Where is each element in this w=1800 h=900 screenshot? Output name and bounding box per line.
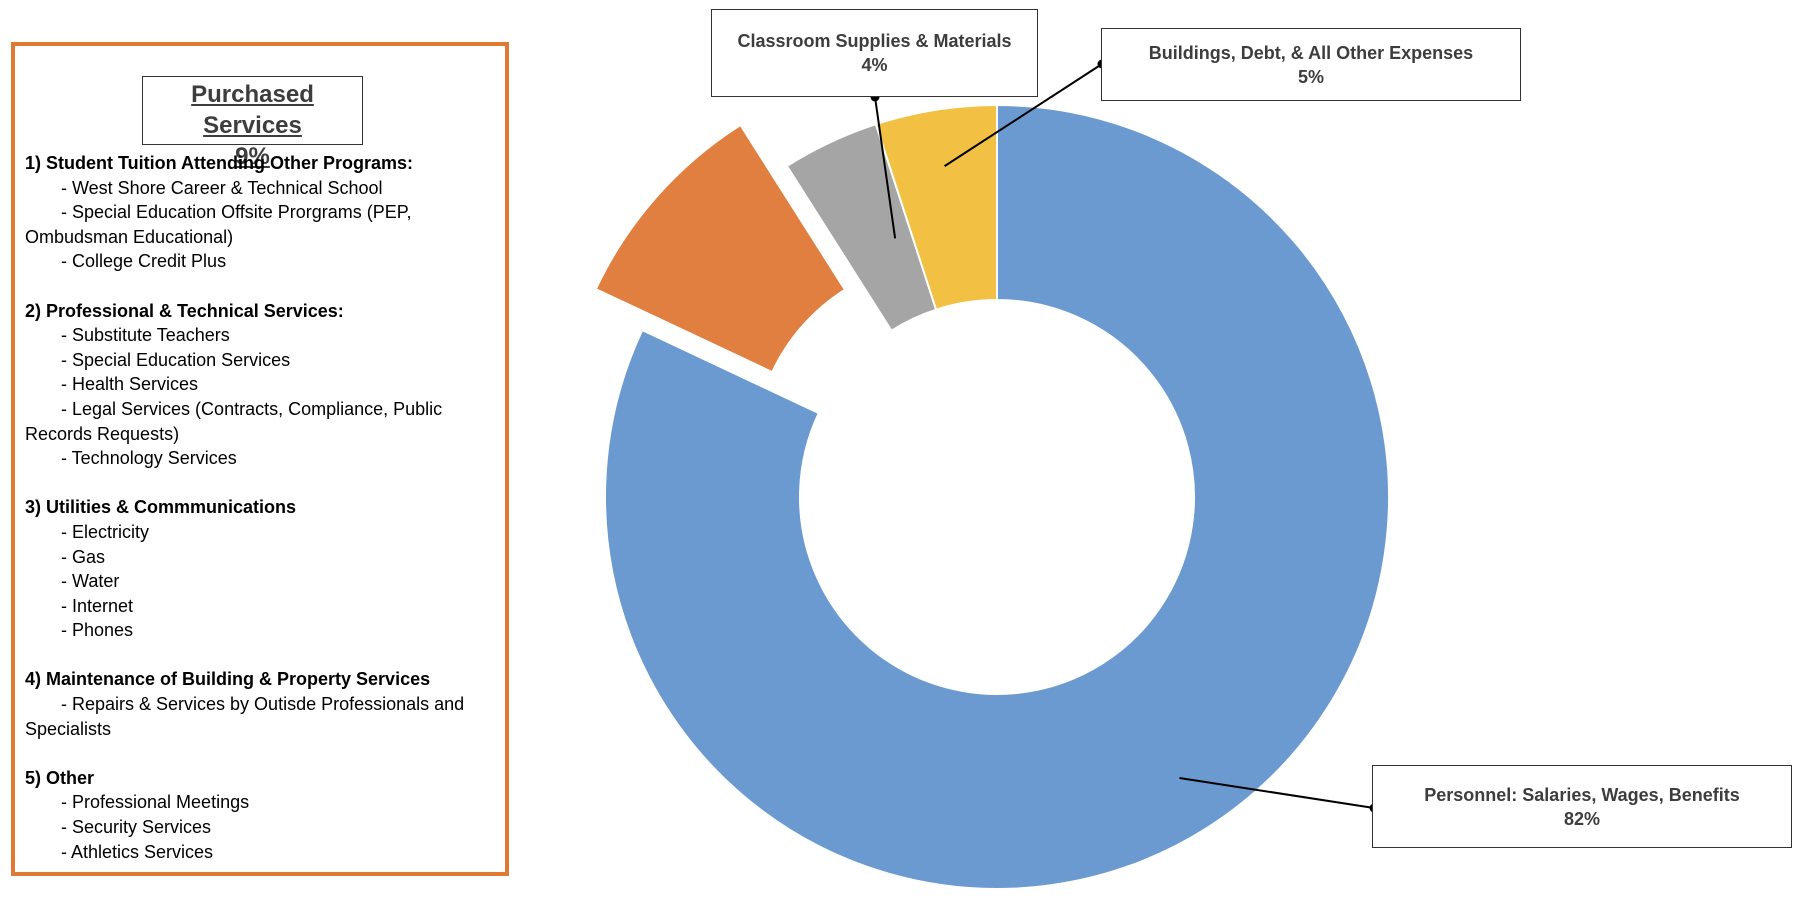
- services-section: 5) Other - Professional Meetings - Securit…: [25, 766, 495, 864]
- services-section-title: 5) Other: [25, 767, 95, 788]
- leader-personnel: [1179, 776, 1375, 809]
- slice-personnel-salaries-wages-benefits: [604, 103, 1390, 890]
- services-item: - Professional Meetings: [61, 792, 250, 813]
- callout-buildings-debt: Buildings, Debt, & All Other Expenses 5%: [1101, 28, 1521, 101]
- slice-buildings-debt-all-other-expenses: [874, 103, 998, 311]
- services-list: 1) Student Tuition Attending Other Progr…: [25, 151, 495, 889]
- services-item: - Repairs & Services by Outisde Professi…: [25, 694, 465, 739]
- leader-buildings-debt: [944, 63, 1103, 167]
- slice-purchased-services: [594, 123, 847, 374]
- services-item: - West Shore Career & Technical School: [61, 177, 383, 198]
- services-section-title: 1) Student Tuition Attending Other Progr…: [25, 153, 413, 173]
- services-item: - Health Services: [61, 374, 199, 395]
- services-item: - Legal Services (Contracts, Compliance,…: [25, 398, 443, 444]
- services-item: - Athletics Services: [61, 841, 214, 862]
- callout-buildings-debt-label: Buildings, Debt, & All Other Expenses: [1148, 42, 1474, 63]
- services-item: - Internet: [61, 595, 134, 616]
- services-section-title: 4) Maintenance of Building & Property Se…: [25, 669, 431, 690]
- panel-title-label: Purchased Services: [191, 81, 314, 139]
- services-item: - Electricity: [61, 521, 150, 542]
- services-item: - Water: [61, 571, 120, 592]
- services-item: - Special Education Services: [61, 349, 291, 370]
- purchased-services-panel: Purchased Services 9% 1) Student Tuition…: [11, 42, 509, 876]
- services-item: - Phones: [61, 620, 134, 641]
- leader-classroom-supplies: [874, 96, 897, 239]
- services-section: 3) Utilities & Commmunications - Electric…: [25, 495, 495, 643]
- services-item: - Technology Services: [61, 448, 237, 469]
- services-section: 2) Professional & Technical Services: - S…: [25, 299, 495, 471]
- callout-classroom-supplies-label: Classroom Supplies & Materials: [737, 31, 1012, 51]
- callout-buildings-debt-value: 5%: [1297, 66, 1324, 87]
- services-item: - Substitute Teachers: [61, 325, 230, 346]
- chart-slices: [594, 103, 1390, 890]
- services-item: - Special Education Offsite Prorgrams (P…: [25, 202, 412, 247]
- services-item: - Security Services: [61, 817, 212, 838]
- services-section: 1) Student Tuition Attending Other Progr…: [25, 151, 495, 274]
- callout-classroom-supplies: Classroom Supplies & Materials 4%: [711, 9, 1038, 97]
- services-section-title: 2) Professional & Technical Services:: [25, 300, 344, 321]
- callout-personnel-label: Personnel: Salaries, Wages, Benefits: [1424, 784, 1740, 805]
- callout-classroom-supplies-value: 4%: [861, 55, 888, 75]
- panel-title: Purchased Services 9%: [142, 76, 363, 170]
- services-section-title: 3) Utilities & Commmunications: [25, 497, 297, 518]
- callout-personnel: Personnel: Salaries, Wages, Benefits 82%: [1372, 765, 1792, 848]
- services-item: - Gas: [61, 546, 106, 567]
- services-item: - College Credit Plus: [61, 251, 227, 272]
- panel-title-percent: 9%: [235, 143, 270, 170]
- callout-personnel-value: 82%: [1563, 808, 1601, 829]
- services-section: 4) Maintenance of Building & Property Se…: [25, 667, 495, 741]
